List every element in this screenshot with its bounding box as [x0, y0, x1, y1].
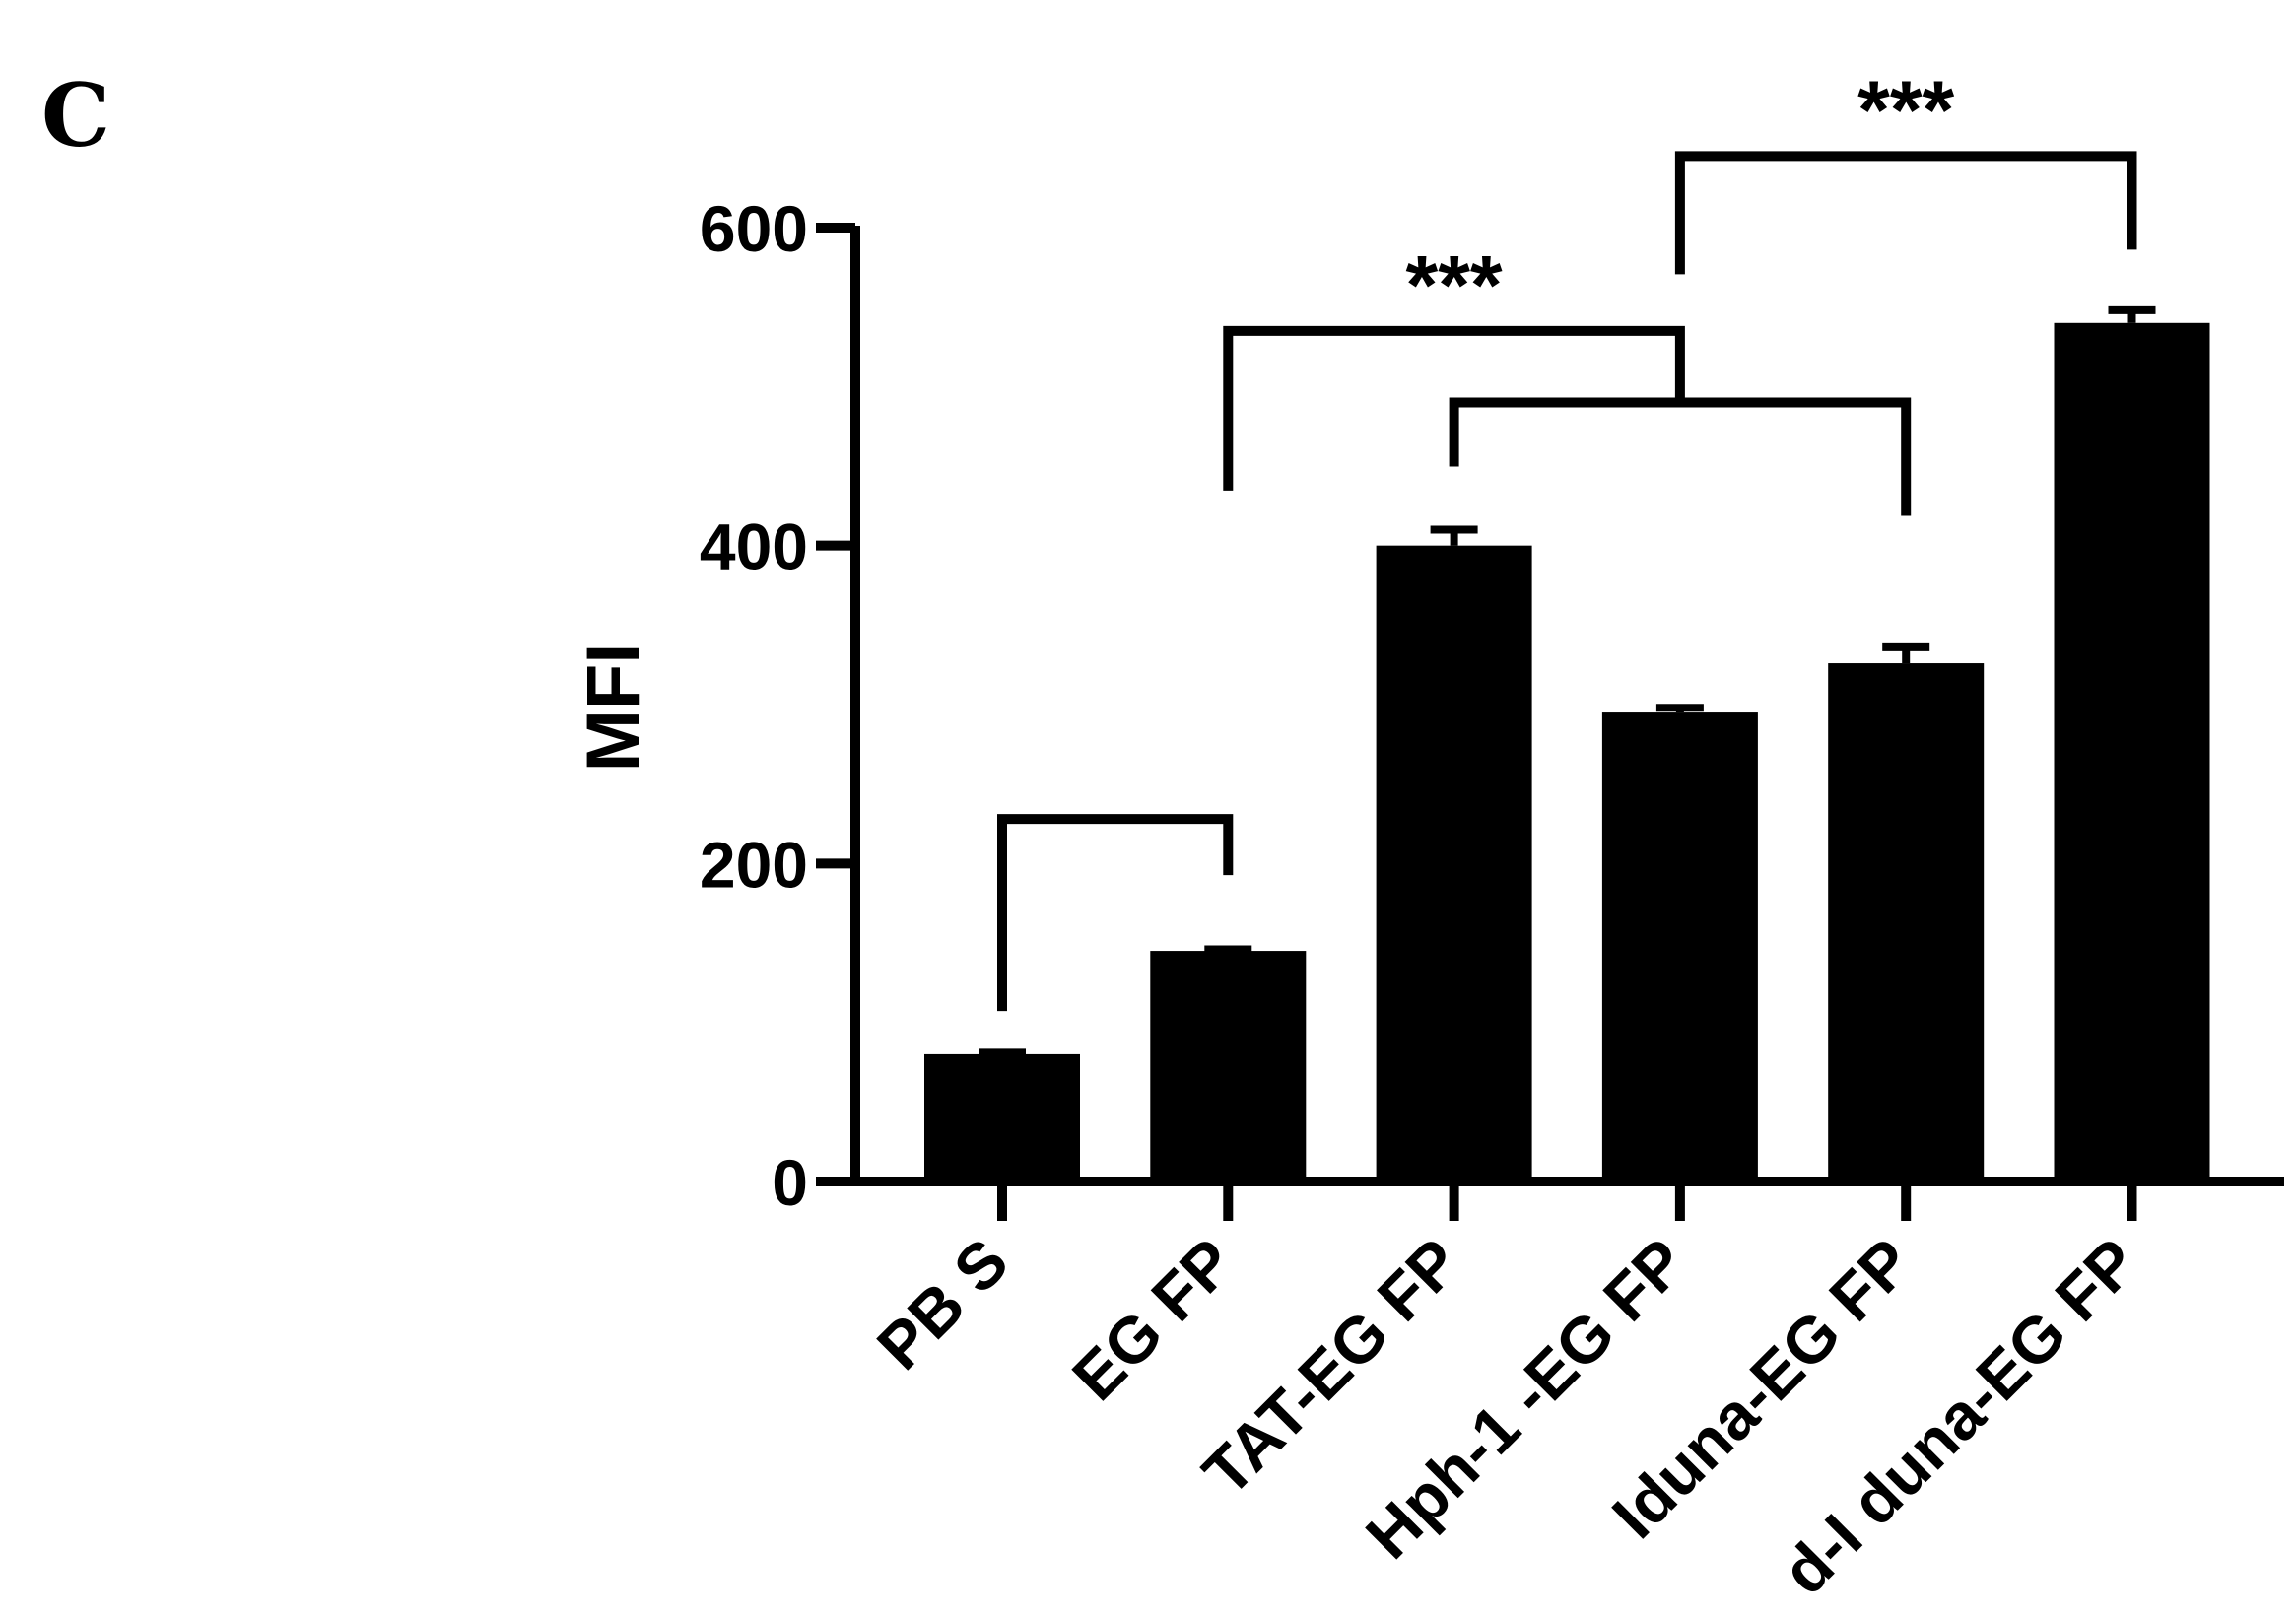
y-ticks: 0 200 400 600: [700, 192, 855, 1219]
bar: [2054, 322, 2210, 1181]
bar: [1828, 663, 1985, 1181]
y-tick-label: 600: [700, 192, 808, 265]
bars: [924, 322, 2210, 1181]
x-tick-label: PB S: [863, 1225, 1022, 1383]
significance-bracket: [1449, 397, 1912, 516]
y-tick-label: 200: [700, 828, 808, 901]
y-tick-label: 400: [700, 510, 808, 583]
significance-bracket: [997, 814, 1234, 1012]
x-tick-label: EG FP: [1058, 1225, 1248, 1414]
y-axis-label: MFI: [572, 643, 655, 773]
significance-brackets: *** ***: [997, 63, 2137, 1012]
significance-bracket: [1674, 151, 2137, 275]
bar: [1376, 545, 1532, 1181]
significance-label: ***: [1857, 63, 1954, 156]
axes: [850, 226, 2284, 1186]
bar: [924, 1053, 1080, 1181]
error-bars: [979, 305, 2156, 1057]
bar: [1150, 951, 1307, 1181]
y-tick-label: 0: [772, 1146, 808, 1219]
bar: [1601, 712, 1758, 1181]
significance-label: ***: [1406, 238, 1503, 331]
panel-label: C: [41, 64, 110, 167]
significance-bracket: [1223, 325, 1685, 491]
